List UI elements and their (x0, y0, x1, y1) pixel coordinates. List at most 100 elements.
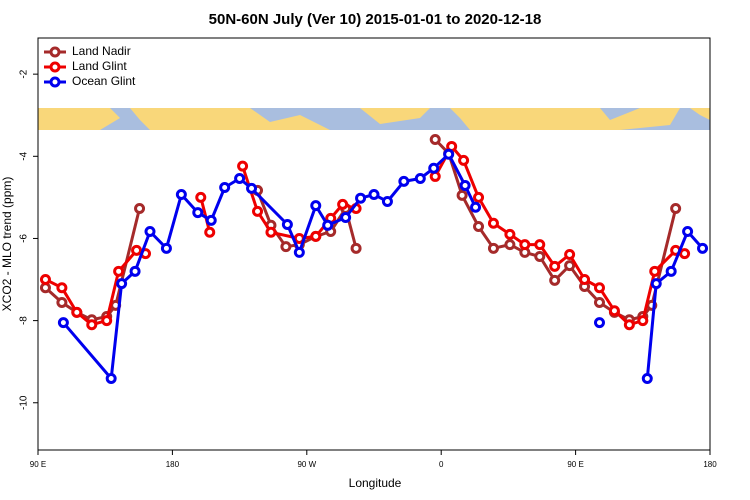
data-point (429, 170, 441, 182)
data-point (160, 242, 172, 254)
data-point (679, 248, 691, 260)
data-point (579, 274, 591, 286)
data-point (340, 212, 352, 224)
data-point (697, 242, 709, 254)
data-point (101, 315, 113, 327)
data-point (473, 221, 485, 233)
data-point (219, 182, 231, 194)
data-point (534, 251, 546, 263)
x-tick-label: 90 W (297, 460, 316, 469)
data-point (593, 282, 605, 294)
data-point (113, 265, 125, 277)
data-point (293, 246, 305, 258)
data-point (623, 319, 635, 331)
data-point (105, 373, 117, 385)
data-point (381, 195, 393, 207)
data-point (593, 297, 605, 309)
data-point (470, 201, 482, 213)
data-point (337, 198, 349, 210)
data-point (549, 274, 561, 286)
data-point (281, 218, 293, 230)
legend-label: Land Glint (72, 59, 127, 73)
plot-frame (37, 37, 711, 451)
data-point (443, 148, 455, 160)
data-point (116, 278, 128, 290)
data-point (504, 228, 516, 240)
data-point (414, 172, 426, 184)
data-point (641, 373, 653, 385)
legend-marker (49, 76, 61, 88)
data-point (355, 192, 367, 204)
data-point (504, 239, 516, 251)
data-point (428, 162, 440, 174)
data-point (310, 200, 322, 212)
data-point (204, 226, 216, 238)
legend-marker (49, 61, 61, 73)
data-point (459, 179, 471, 191)
data-point (246, 182, 258, 194)
legend-marker (49, 46, 61, 58)
data-point (429, 133, 441, 145)
data-point (682, 225, 694, 237)
x-axis-label: Longitude (349, 476, 402, 490)
data-point (205, 214, 217, 226)
data-point (487, 242, 499, 254)
data-point (322, 219, 334, 231)
data-point (608, 305, 620, 317)
legend-label: Land Nadir (72, 44, 131, 58)
y-tick-label: -8 (19, 316, 30, 325)
data-point (487, 217, 499, 229)
data-point (192, 207, 204, 219)
data-point (234, 172, 246, 184)
legend-label: Ocean Glint (72, 74, 136, 88)
data-point (71, 306, 83, 318)
data-point (252, 205, 264, 217)
data-point (670, 202, 682, 214)
data-point (237, 160, 249, 172)
data-point (195, 191, 207, 203)
data-point (144, 225, 156, 237)
x-tick-label: 180 (703, 460, 717, 469)
data-point (564, 248, 576, 260)
data-point (593, 317, 605, 329)
data-point (650, 278, 662, 290)
data-point (134, 202, 146, 214)
y-tick-label: -4 (19, 151, 30, 160)
data-point (564, 260, 576, 272)
series-line (44, 144, 686, 327)
data-point (534, 239, 546, 251)
y-tick-label: -6 (19, 234, 30, 243)
x-tick-label: 90 E (567, 460, 583, 469)
data-point (368, 189, 380, 201)
data-point (519, 239, 531, 251)
data-point (265, 226, 277, 238)
data-point (458, 154, 470, 166)
data-point (280, 241, 292, 253)
data-point (175, 189, 187, 201)
y-tick-label: -2 (19, 69, 30, 78)
data-point (310, 230, 322, 242)
data-point (649, 265, 661, 277)
data-point (129, 265, 141, 277)
data-point (86, 319, 98, 331)
data-point (665, 265, 677, 277)
data-point (456, 189, 468, 201)
data-point (398, 175, 410, 187)
data-point (56, 282, 68, 294)
data-point (57, 317, 69, 329)
y-tick-label: -10 (19, 395, 30, 410)
x-tick-label: 0 (439, 460, 444, 469)
data-point (549, 260, 561, 272)
map-strip (38, 108, 710, 130)
data-point (473, 191, 485, 203)
data-point (56, 297, 68, 309)
chart-title: 50N-60N July (Ver 10) 2015-01-01 to 2020… (209, 11, 542, 28)
data-point (637, 315, 649, 327)
data-point (39, 274, 51, 286)
x-tick-label: 180 (166, 460, 180, 469)
data-point (350, 242, 362, 254)
y-axis-label: XCO2 - MLO trend (ppm) (0, 177, 14, 312)
data-point (131, 244, 143, 256)
